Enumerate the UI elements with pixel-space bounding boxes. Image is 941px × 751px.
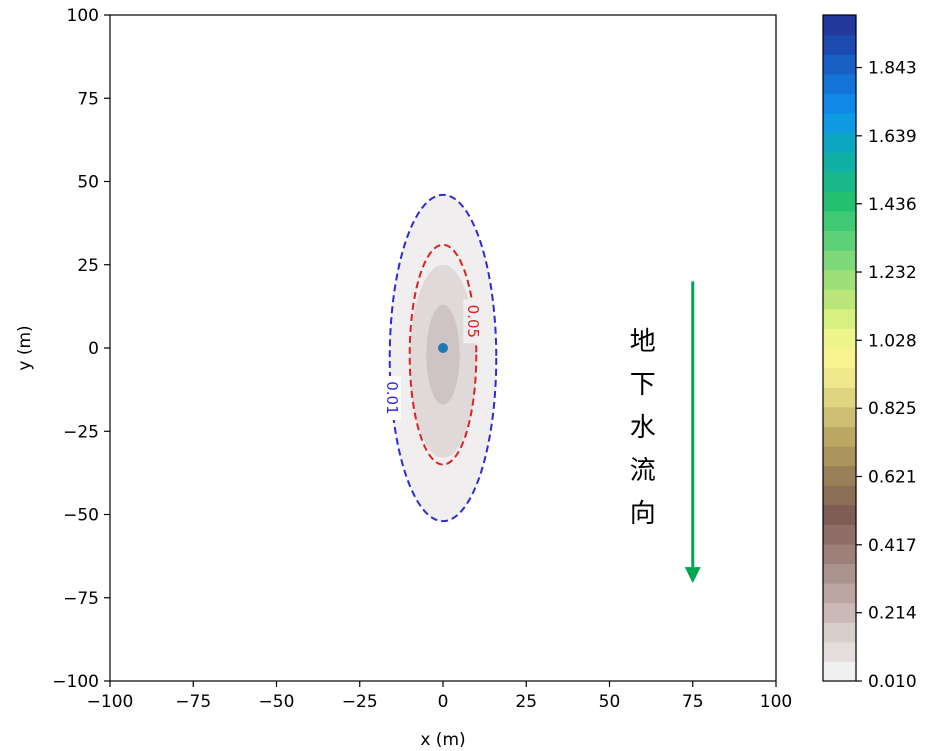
flow-text-char-1: 下 (630, 370, 656, 400)
colorbar-swatch-6 (823, 543, 856, 565)
y-tick-label-3: −25 (63, 422, 99, 442)
colorbar-swatch-32 (823, 34, 856, 55)
colorbar-swatch-29 (823, 93, 856, 114)
source-point-marker (438, 343, 448, 353)
colorbar-tick-label-2: 1.436 (868, 195, 917, 215)
colorbar-swatch-18 (823, 308, 856, 330)
colorbar-tick-label-4: 1.028 (868, 331, 917, 351)
x-tick-label-7: 75 (682, 692, 704, 712)
colorbar-swatch-33 (823, 15, 856, 36)
x-tick-label-4: 0 (438, 692, 449, 712)
colorbar-swatch-22 (823, 230, 856, 251)
contour-label-bg-0.01 (382, 375, 401, 420)
flow-text-char-2: 水 (630, 413, 656, 443)
colorbar-swatch-17 (823, 328, 856, 349)
colorbar-swatch-12 (823, 426, 856, 447)
x-tick-label-6: 50 (599, 692, 621, 712)
colorbar-swatch-4 (823, 583, 856, 604)
colorbar-swatch-20 (823, 269, 856, 290)
colorbar-swatch-24 (823, 191, 856, 212)
colorbar-swatch-2 (823, 622, 856, 643)
colorbar-swatch-30 (823, 73, 856, 94)
colorbar-tick-label-1: 1.639 (868, 127, 917, 147)
colorbar-frame (822, 14, 857, 682)
y-axis-ticks: −100 −75 −50 −25 0 25 50 75 100 (52, 6, 110, 692)
contour-label-0.05: 0.05 (464, 305, 482, 338)
colorbar-swatch-15 (823, 367, 856, 388)
y-tick-label-7: 75 (77, 89, 99, 109)
colorbar-tick-label-9: 0.010 (868, 672, 917, 692)
colorbar-swatch-28 (823, 112, 856, 134)
filled-contours (389, 194, 497, 522)
contour-line-0.05 (408, 243, 478, 466)
y-tick-label-0: −100 (52, 672, 99, 692)
y-tick-label-2: −50 (63, 506, 99, 526)
colorbar (822, 14, 857, 682)
colorbar-swatch-27 (823, 132, 856, 153)
colorbar-swatch-13 (823, 406, 856, 427)
colorbar-tick-label-8: 0.214 (868, 604, 917, 624)
colorbar-swatch-7 (823, 524, 856, 545)
colorbar-tick-label-0: 1.843 (868, 59, 917, 79)
contour-label-0.01: 0.01 (383, 381, 401, 414)
colorbar-swatch-21 (823, 250, 856, 271)
flow-text-char-0: 地 (630, 327, 656, 357)
colorbar-swatch-16 (823, 348, 856, 369)
contour-line-0.01 (388, 193, 498, 523)
flow-text-char-4: 向 (630, 499, 656, 529)
x-tick-label-3: −25 (342, 692, 378, 712)
colorbar-swatch-10 (823, 465, 856, 486)
flow-text-char-3: 流 (630, 456, 656, 486)
colorbar-swatch-19 (823, 289, 856, 310)
colorbar-swatch-1 (823, 641, 856, 663)
y-tick-label-8: 100 (67, 6, 99, 26)
colorbar-swatch-23 (823, 210, 856, 232)
x-tick-label-5: 25 (515, 692, 537, 712)
colorbar-swatch-14 (823, 387, 856, 408)
y-tick-label-4: 0 (88, 339, 99, 359)
colorbar-swatch-11 (823, 445, 856, 467)
colorbar-swatch-25 (823, 171, 856, 192)
colorbar-tick-label-5: 0.825 (868, 399, 917, 419)
y-tick-label-6: 50 (77, 173, 99, 193)
colorbar-swatch-8 (823, 504, 856, 525)
flow-arrow-head (684, 567, 701, 584)
contour-lines (388, 193, 498, 523)
colorbar-swatch-31 (823, 54, 856, 75)
contour-label-bg-0.05 (463, 299, 482, 344)
colorbar-swatch-9 (823, 485, 856, 506)
colorbar-swatch-5 (823, 563, 856, 584)
y-tick-label-5: 25 (77, 256, 99, 276)
x-tick-label-2: −50 (259, 692, 295, 712)
colorbar-tick-label-7: 0.417 (868, 536, 917, 556)
colorbar-swatch-3 (823, 602, 856, 623)
contour-labels: 0.01 0.05 (382, 299, 482, 420)
colorbar-swatch-26 (823, 152, 856, 173)
filled-level-2 (426, 304, 460, 405)
colorbar-tick-label-3: 1.232 (868, 263, 917, 283)
x-tick-label-8: 100 (760, 692, 792, 712)
x-tick-label-0: −100 (87, 692, 134, 712)
x-axis-ticks: −100 −75 −50 −25 0 25 50 75 100 (87, 681, 792, 712)
source-point (438, 343, 448, 353)
y-tick-label-1: −75 (63, 589, 99, 609)
x-axis-label: x (m) (420, 730, 465, 750)
y-axis-label: y (m) (15, 325, 35, 370)
colorbar-tick-label-6: 0.621 (868, 468, 917, 488)
colorbar-swatch-0 (823, 661, 856, 682)
x-tick-label-1: −75 (175, 692, 211, 712)
colorbar-ticks: 1.843 1.639 1.436 1.232 1.028 0.825 0.621 0.417… (856, 59, 917, 692)
